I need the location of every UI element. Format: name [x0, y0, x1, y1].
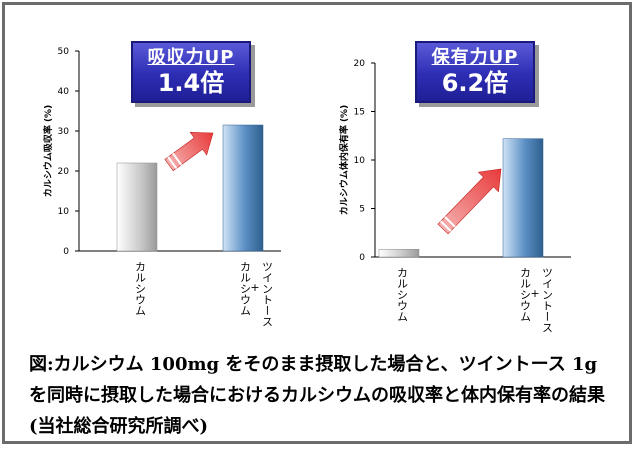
bar-calcium-twintose [222, 124, 264, 252]
svg-text:カルシウム: カルシウム [239, 261, 252, 316]
y-tick-label: 20 [58, 167, 70, 177]
y-tick-label: 5 [359, 205, 365, 215]
y-tick-label: 10 [58, 207, 70, 217]
svg-text:ツイントース: ツイントース [541, 267, 554, 333]
svg-text:カルシウム: カルシウム [396, 267, 409, 322]
svg-text:+: + [250, 281, 259, 294]
bar-calcium-twintose [502, 138, 544, 258]
category-label: カルシウム [396, 267, 409, 322]
y-tick-label: 30 [58, 127, 70, 137]
retention-up-badge: 保有力UP 6.2倍 [415, 41, 535, 103]
increase-arrow-icon [164, 131, 214, 172]
y-tick-label: 10 [354, 156, 366, 166]
y-tick-label: 50 [58, 47, 70, 57]
absorption-up-label: 吸収力UP [147, 47, 235, 68]
y-tick-label: 20 [354, 59, 366, 69]
category-label: カルシウム+ ツイントース [239, 261, 274, 327]
absorption-up-value: 1.4倍 [157, 69, 225, 97]
svg-text:カルシウム: カルシウム [519, 267, 532, 322]
y-tick-label: 15 [354, 108, 365, 118]
y-tick-label: 0 [359, 253, 365, 263]
y-tick-label: 0 [63, 247, 69, 257]
retention-up-label: 保有力UP [431, 47, 519, 68]
y-axis-label: カルシウム吸収率 (%) [42, 105, 54, 197]
svg-text:+: + [530, 287, 539, 300]
figure-caption: 図:カルシウム 100mg をそのまま摂取した場合と、ツイントース 1g を同時… [29, 354, 605, 437]
y-tick-label: 40 [58, 87, 70, 97]
category-label: カルシウム+ ツイントース [519, 267, 554, 333]
increase-arrow-icon [437, 168, 502, 235]
svg-text:ツイントース: ツイントース [261, 261, 274, 327]
bar-calcium [116, 162, 158, 252]
category-label: カルシウム [134, 261, 147, 316]
bar-calcium [378, 248, 420, 258]
svg-text:カルシウム: カルシウム [134, 261, 147, 316]
y-axis-label: カルシウム体内保有率 (%) [338, 105, 350, 215]
figure-frame: 0 10 20 30 40 50 カルシウム吸収率 (%) カルシウム カルシウム + ツイントース… [2, 2, 632, 444]
retention-up-value: 6.2倍 [441, 69, 509, 97]
absorption-up-badge: 吸収力UP 1.4倍 [131, 41, 251, 103]
